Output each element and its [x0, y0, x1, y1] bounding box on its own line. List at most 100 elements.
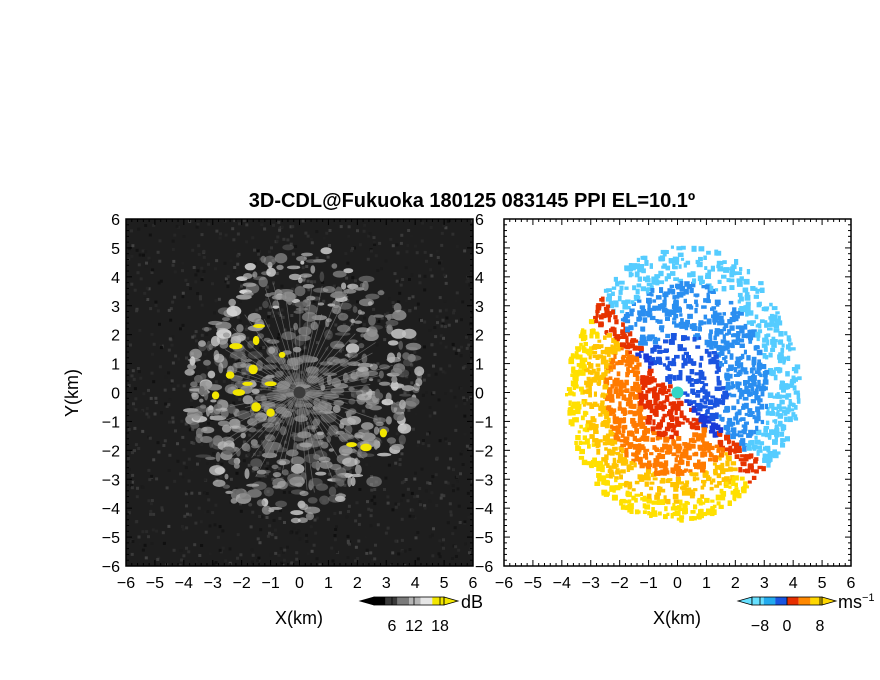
velocity-pixel	[581, 399, 587, 403]
velocity-pixel	[631, 263, 637, 269]
x-tick-label: 2	[353, 575, 362, 592]
noise-speck	[136, 271, 140, 275]
velocity-pixel	[672, 470, 676, 474]
velocity-pixel	[627, 362, 633, 368]
velocity-pixel	[696, 513, 702, 520]
noise-speck	[279, 546, 283, 550]
noise-speck	[127, 468, 131, 471]
velocity-pixel	[702, 474, 708, 478]
noise-speck	[127, 428, 131, 431]
velocity-pixel	[580, 361, 586, 366]
noise-speck	[193, 334, 197, 338]
velocity-pixel	[620, 356, 625, 360]
noise-speck	[333, 534, 337, 537]
velocity-pixel	[603, 383, 608, 389]
velocity-pixel	[780, 438, 784, 444]
velocity-pixel	[745, 455, 750, 459]
noise-speck	[386, 377, 390, 381]
noise-speck	[200, 303, 204, 307]
high-echo-spot	[232, 389, 245, 396]
velocity-pixel	[654, 447, 660, 453]
echo-blob	[275, 500, 287, 508]
radial-streak	[298, 392, 300, 438]
noise-speck	[148, 259, 152, 263]
velocity-pixel	[744, 380, 750, 384]
velocity-pixel	[627, 370, 634, 374]
noise-speck	[239, 553, 243, 557]
noise-speck	[164, 375, 168, 379]
noise-speck	[449, 513, 453, 517]
velocity-pixel	[657, 345, 662, 350]
velocity-pixel	[641, 326, 645, 332]
velocity-pixel	[593, 344, 599, 348]
noise-speck	[324, 468, 328, 472]
velocity-pixel	[710, 341, 716, 346]
velocity-pixel	[622, 303, 628, 310]
noise-speck	[143, 543, 147, 547]
velocity-pixel	[775, 412, 779, 417]
velocity-pixel	[679, 410, 684, 414]
velocity-pixel	[748, 429, 754, 436]
velocity-pixel	[739, 476, 745, 481]
noise-speck	[395, 432, 399, 436]
radial-streak	[299, 314, 323, 393]
echo-blob	[222, 317, 230, 322]
velocity-pixel	[769, 411, 775, 416]
noise-speck	[376, 269, 380, 273]
noise-speck	[136, 367, 140, 370]
noise-speck	[469, 396, 473, 399]
noise-speck	[276, 336, 280, 340]
velocity-pixel	[714, 330, 720, 337]
velocity-pixel	[743, 481, 748, 486]
velocity-pixel	[632, 403, 637, 409]
velocity-pixel	[746, 446, 752, 451]
echo-blob	[226, 305, 242, 317]
velocity-pixel	[644, 278, 651, 283]
noise-speck	[158, 259, 162, 263]
noise-speck	[350, 249, 353, 253]
velocity-pixel	[755, 416, 761, 422]
echo-blob	[244, 468, 250, 480]
noise-speck	[277, 220, 281, 224]
velocity-pixel	[743, 455, 749, 462]
velocity-pixel	[733, 433, 740, 437]
velocity-pixel	[664, 470, 670, 475]
velocity-pixel	[629, 508, 634, 514]
velocity-pixel	[729, 285, 735, 290]
velocity-pixel	[613, 348, 618, 354]
velocity-pixel	[647, 307, 653, 313]
noise-speck	[442, 546, 445, 550]
velocity-pixel	[740, 461, 747, 467]
noise-speck	[433, 411, 437, 415]
noise-speck	[181, 269, 184, 273]
velocity-pixel	[748, 383, 754, 389]
velocity-pixel	[604, 346, 611, 352]
noise-speck	[440, 231, 444, 235]
velocity-pixel	[704, 284, 710, 290]
noise-speck	[449, 510, 453, 514]
velocity-pixel	[730, 433, 736, 440]
noise-speck	[334, 221, 338, 225]
colorbar-segment	[798, 597, 811, 605]
noise-speck	[181, 326, 185, 330]
radial-streak	[259, 385, 300, 393]
noise-speck	[156, 441, 160, 445]
velocity-pixel	[631, 488, 636, 492]
velocity-pixel	[712, 318, 717, 325]
noise-speck	[341, 455, 345, 459]
velocity-pixel	[678, 321, 684, 326]
noise-speck	[339, 349, 342, 353]
noise-speck	[218, 525, 222, 529]
velocity-pixel	[683, 298, 687, 304]
velocity-pixel	[729, 271, 735, 278]
velocity-pixel	[656, 306, 662, 311]
velocity-pixel	[593, 391, 597, 397]
velocity-pixel	[651, 347, 657, 352]
velocity-pixel	[744, 292, 750, 296]
velocity-pixel	[737, 389, 742, 393]
noise-speck	[461, 366, 465, 370]
echo-blob	[239, 492, 253, 500]
velocity-pixel	[725, 385, 731, 391]
velocity-pixel	[683, 262, 687, 268]
velocity-pixel	[718, 464, 723, 471]
